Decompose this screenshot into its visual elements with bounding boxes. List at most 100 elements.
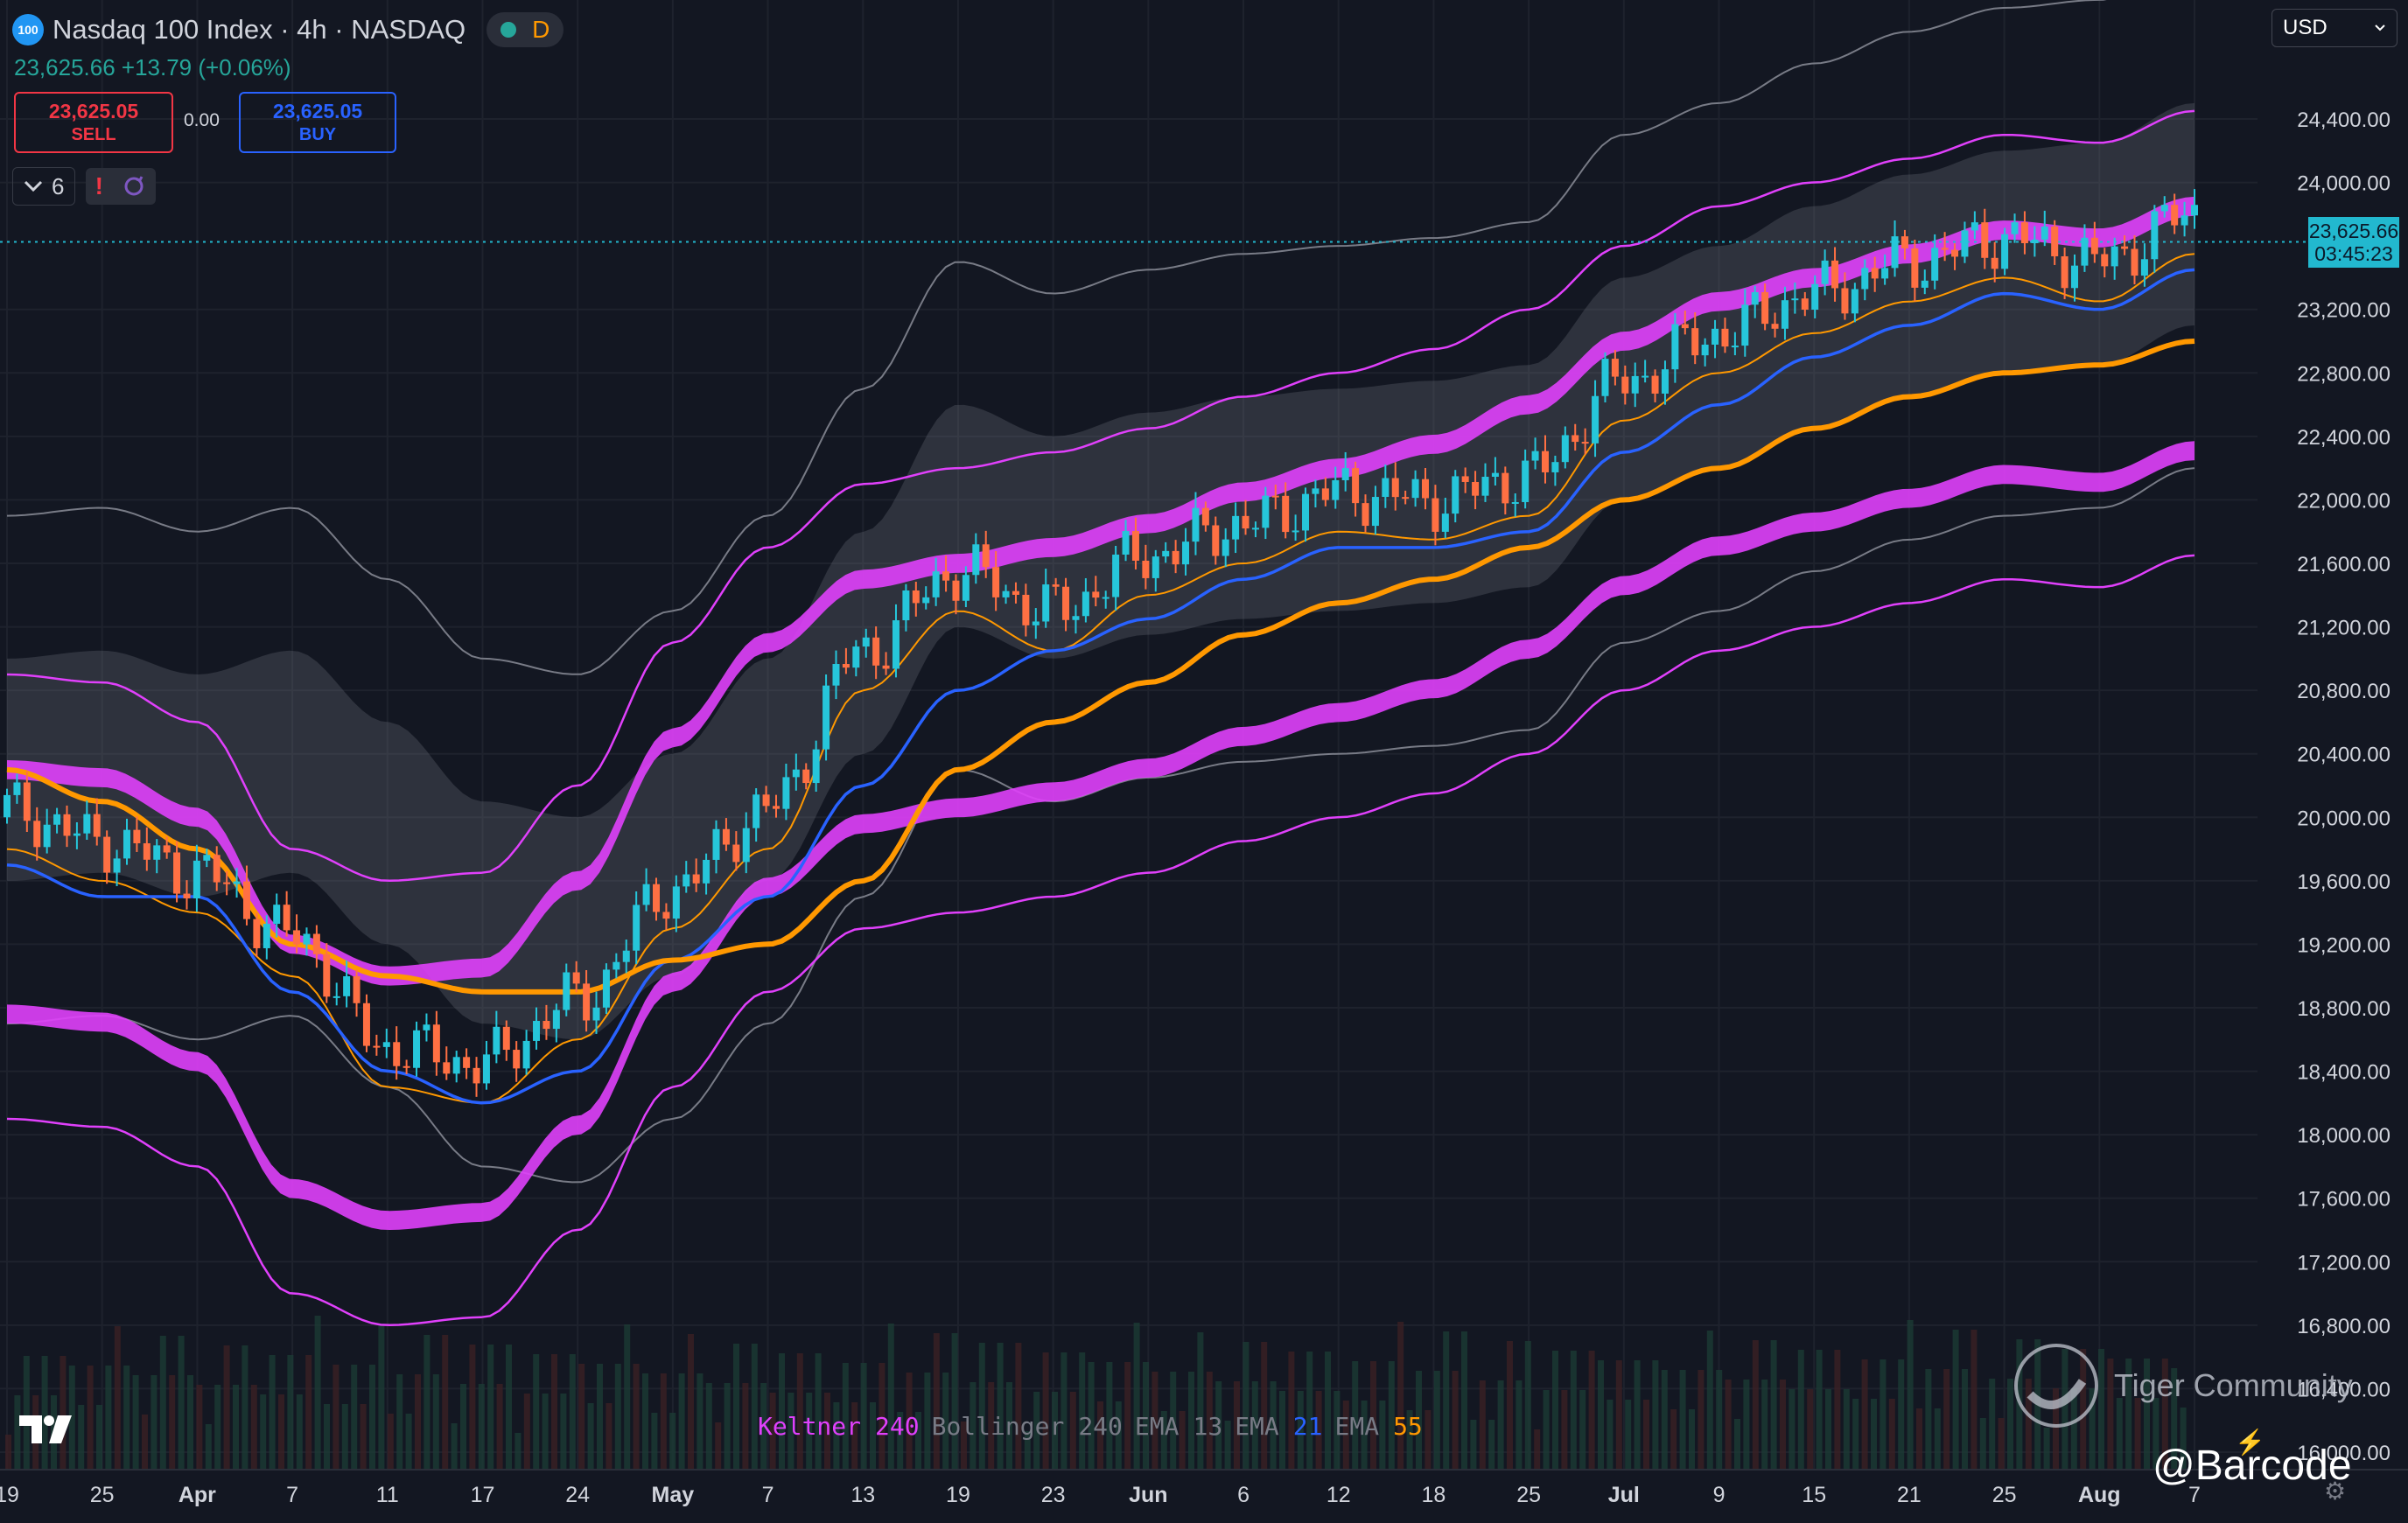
candle-body [1581, 442, 1589, 444]
lightning-icon[interactable]: ⚡ [2235, 1429, 2265, 1456]
volume-bar [1888, 1399, 1895, 1470]
volume-bar [1816, 1350, 1823, 1470]
volume-bar [1797, 1350, 1804, 1470]
x-tick-label: 25 [1516, 1483, 1541, 1507]
candle-body [2180, 215, 2188, 226]
volume-bar [1507, 1341, 1513, 1470]
volume-bar [1716, 1370, 1723, 1470]
candle-body [1791, 298, 1799, 301]
y-tick-label: 19,200.00 [2297, 933, 2390, 957]
volume-bar [1197, 1332, 1204, 1470]
volume-bar [1943, 1369, 1950, 1470]
candle-body [1142, 560, 1150, 578]
volume-bar [341, 1404, 348, 1470]
volume-bar [760, 1383, 767, 1470]
legend-item[interactable]: Bollinger 240 [932, 1412, 1123, 1441]
candle-body [792, 769, 800, 778]
volume-bar [624, 1324, 631, 1470]
volume-bar [1060, 1352, 1068, 1470]
currency-select[interactable]: USD [2272, 9, 2398, 47]
candle-body [1811, 283, 1819, 310]
volume-bar [688, 1334, 694, 1470]
volume-bar [223, 1345, 230, 1470]
candle-body [2151, 211, 2159, 260]
volume-bar [1270, 1381, 1277, 1470]
legend-value: 240 [875, 1412, 920, 1441]
tradingview-logo-icon[interactable] [19, 1415, 74, 1445]
candle-body [1262, 495, 1270, 528]
volume-bar [451, 1423, 458, 1470]
buy-button[interactable]: 23,625.05 BUY [239, 92, 396, 153]
volume-bar [1188, 1372, 1194, 1470]
volume-bar [296, 1394, 303, 1470]
volume-bar [669, 1413, 676, 1470]
y-tick-label: 19,600.00 [2297, 870, 2390, 894]
candle-body [1082, 591, 1089, 617]
candle-body [633, 905, 640, 951]
candle-body [143, 842, 150, 860]
volume-bar [351, 1365, 358, 1470]
candle-body [572, 972, 580, 984]
candle-body [2110, 246, 2118, 267]
candle-body [1981, 222, 1989, 258]
candle-body [1761, 292, 1769, 325]
market-open-icon [500, 22, 517, 38]
symbol-title[interactable]: Nasdaq 100 Index · 4h · NASDAQ [52, 14, 466, 45]
ema55-line [6, 339, 2195, 995]
bollinger-upper [6, 0, 2107, 675]
candle-body [53, 814, 61, 825]
candle-body [353, 976, 360, 1003]
market-status-pill[interactable]: D [486, 12, 564, 47]
candle-body [1232, 515, 1240, 540]
candle-body [992, 567, 1000, 597]
volume-bar [751, 1344, 758, 1470]
candle-body [1781, 300, 1788, 329]
candle-body [1541, 451, 1549, 472]
candle-body [662, 912, 670, 919]
legend-name: Keltner [758, 1412, 862, 1441]
legend-item[interactable]: EMA 21 [1235, 1412, 1322, 1441]
candle-body [203, 855, 211, 861]
volume-bar [96, 1405, 102, 1470]
legend-item[interactable]: EMA 55 [1334, 1412, 1422, 1441]
volume-bar [1770, 1340, 1777, 1470]
legend-item[interactable]: EMA 13 [1135, 1412, 1222, 1441]
volume-bar [1088, 1362, 1095, 1470]
volume-bar [214, 1385, 221, 1470]
candle-body [93, 814, 101, 837]
volume-bar [1033, 1392, 1040, 1470]
volume-bar [87, 1366, 94, 1470]
volume-bar [978, 1343, 985, 1470]
candle-body [2051, 227, 2059, 256]
candle-body [1321, 488, 1329, 500]
x-tick-label: 12 [1326, 1483, 1351, 1507]
x-tick-label: 13 [850, 1483, 875, 1507]
volume-bar [332, 1365, 340, 1470]
indicators-collapse-button[interactable]: 6 [12, 167, 76, 206]
price-change: 23,625.66 +13.79 (+0.06%) [14, 54, 291, 80]
legend-item[interactable]: Keltner 240 [758, 1412, 920, 1441]
candle-body [1062, 586, 1070, 620]
volume-bar [887, 1324, 894, 1470]
candle-body [1491, 472, 1499, 478]
volume-bar [1679, 1370, 1686, 1470]
candle-body [223, 882, 231, 884]
sell-button[interactable]: 23,625.05 SELL [14, 92, 173, 153]
volume-bar [961, 1422, 967, 1470]
candle-body [1841, 288, 1849, 314]
currency-value: USD [2283, 16, 2328, 39]
candle-body [242, 881, 250, 919]
candle-body [233, 881, 241, 884]
indicator-legend: Keltner 240 Bollinger 240 EMA 13 EMA 21 EMA 55 [758, 1412, 1423, 1441]
volume-bar [314, 1316, 321, 1470]
x-tick-label: 17 [471, 1483, 495, 1507]
alerts-button[interactable]: ! [86, 168, 157, 205]
volume-bar [405, 1414, 412, 1470]
candle-body [452, 1057, 460, 1074]
volume-bar [2025, 1379, 2032, 1470]
candle-body [472, 1067, 480, 1084]
volume-bar [1261, 1342, 1268, 1470]
volume-bar [278, 1394, 284, 1470]
settings-gear-icon[interactable]: ⚙ [2324, 1478, 2347, 1505]
